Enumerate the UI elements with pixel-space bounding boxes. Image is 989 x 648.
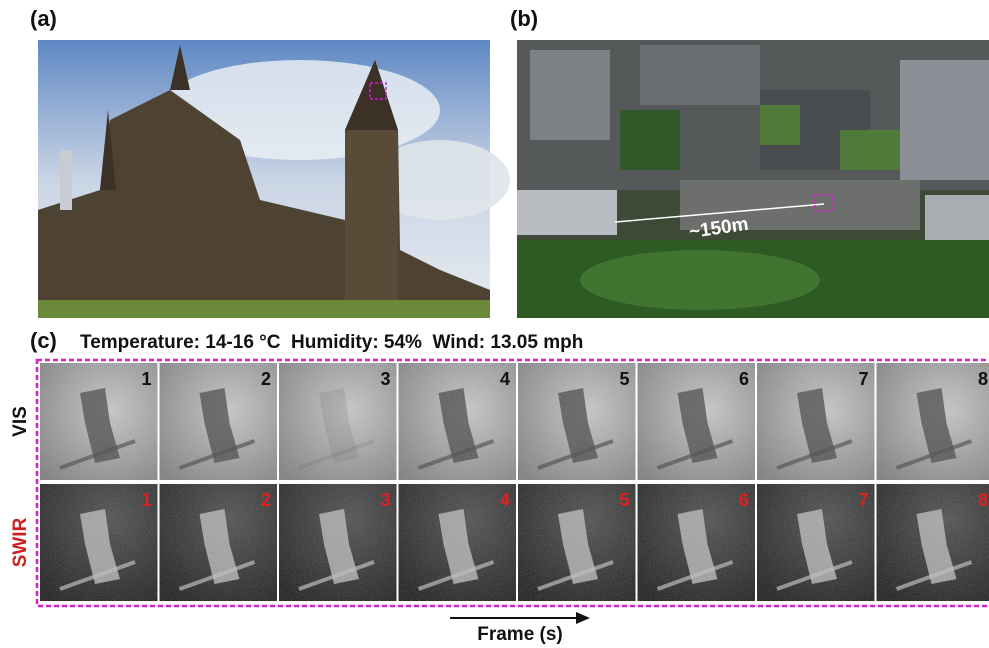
frame-number: 5 xyxy=(619,369,629,389)
frame-image xyxy=(399,363,517,480)
frame-number: 3 xyxy=(380,369,390,389)
frame-noise xyxy=(638,484,756,601)
frame-image xyxy=(757,484,875,601)
frame-noise xyxy=(40,484,158,601)
figure: (a) (b) ~150m (c) Temperature: xyxy=(0,0,989,648)
row-label: SWIR xyxy=(10,517,31,567)
frame-image xyxy=(40,484,158,601)
frame-noise xyxy=(160,363,278,480)
axis-arrowhead xyxy=(576,612,590,624)
photo-a xyxy=(38,40,510,318)
panel-label: (a) xyxy=(30,6,57,31)
frame-noise xyxy=(877,484,989,601)
frame-number: 6 xyxy=(739,490,749,510)
frame-number: 1 xyxy=(141,369,151,389)
frame-image xyxy=(518,363,636,480)
frame-image xyxy=(518,484,636,601)
frame-noise xyxy=(638,363,756,480)
frame-image xyxy=(757,363,875,480)
frame-number: 6 xyxy=(739,369,749,389)
frame-noise xyxy=(399,484,517,601)
frame-image xyxy=(160,484,278,601)
frame-image xyxy=(877,363,989,480)
frame-noise xyxy=(279,363,397,480)
frame-noise xyxy=(160,484,278,601)
frame-image xyxy=(638,484,756,601)
frame-number: 2 xyxy=(261,490,271,510)
frame-number: 2 xyxy=(261,369,271,389)
frame-image xyxy=(877,484,989,601)
frame-noise xyxy=(399,363,517,480)
frame-number: 8 xyxy=(978,369,988,389)
frame-noise xyxy=(518,484,636,601)
frame-image xyxy=(160,363,278,480)
frame-number: 7 xyxy=(858,490,868,510)
frame-noise xyxy=(877,363,989,480)
frame-number: 1 xyxy=(141,490,151,510)
frame-number: 4 xyxy=(500,369,510,389)
aerial-b: ~150m xyxy=(517,40,989,318)
conditions: Temperature: 14-16 °C Humidity: 54% Wind… xyxy=(80,332,583,353)
panel-label: (b) xyxy=(510,6,538,31)
frame-grid: VIS 1 2 3 4 5 6 7 8 SWIR 1 2 3 4 5 6 7 8 xyxy=(10,363,989,601)
frame-noise xyxy=(40,363,158,480)
frame-noise xyxy=(518,363,636,480)
frame-number: 4 xyxy=(500,490,510,510)
frame-image xyxy=(638,363,756,480)
frame-image xyxy=(279,484,397,601)
frame-image xyxy=(40,363,158,480)
frame-number: 5 xyxy=(619,490,629,510)
frame-number: 8 xyxy=(978,490,988,510)
frame-noise xyxy=(757,484,875,601)
frame-noise xyxy=(279,484,397,601)
frame-number: 7 xyxy=(858,369,868,389)
frame-noise xyxy=(757,363,875,480)
frame-number: 3 xyxy=(380,490,390,510)
row-label: VIS xyxy=(10,406,31,437)
frame-image xyxy=(279,363,397,480)
panel-label: (c) xyxy=(30,328,57,353)
frame-image xyxy=(399,484,517,601)
axis-label: Frame (s) xyxy=(477,624,563,645)
